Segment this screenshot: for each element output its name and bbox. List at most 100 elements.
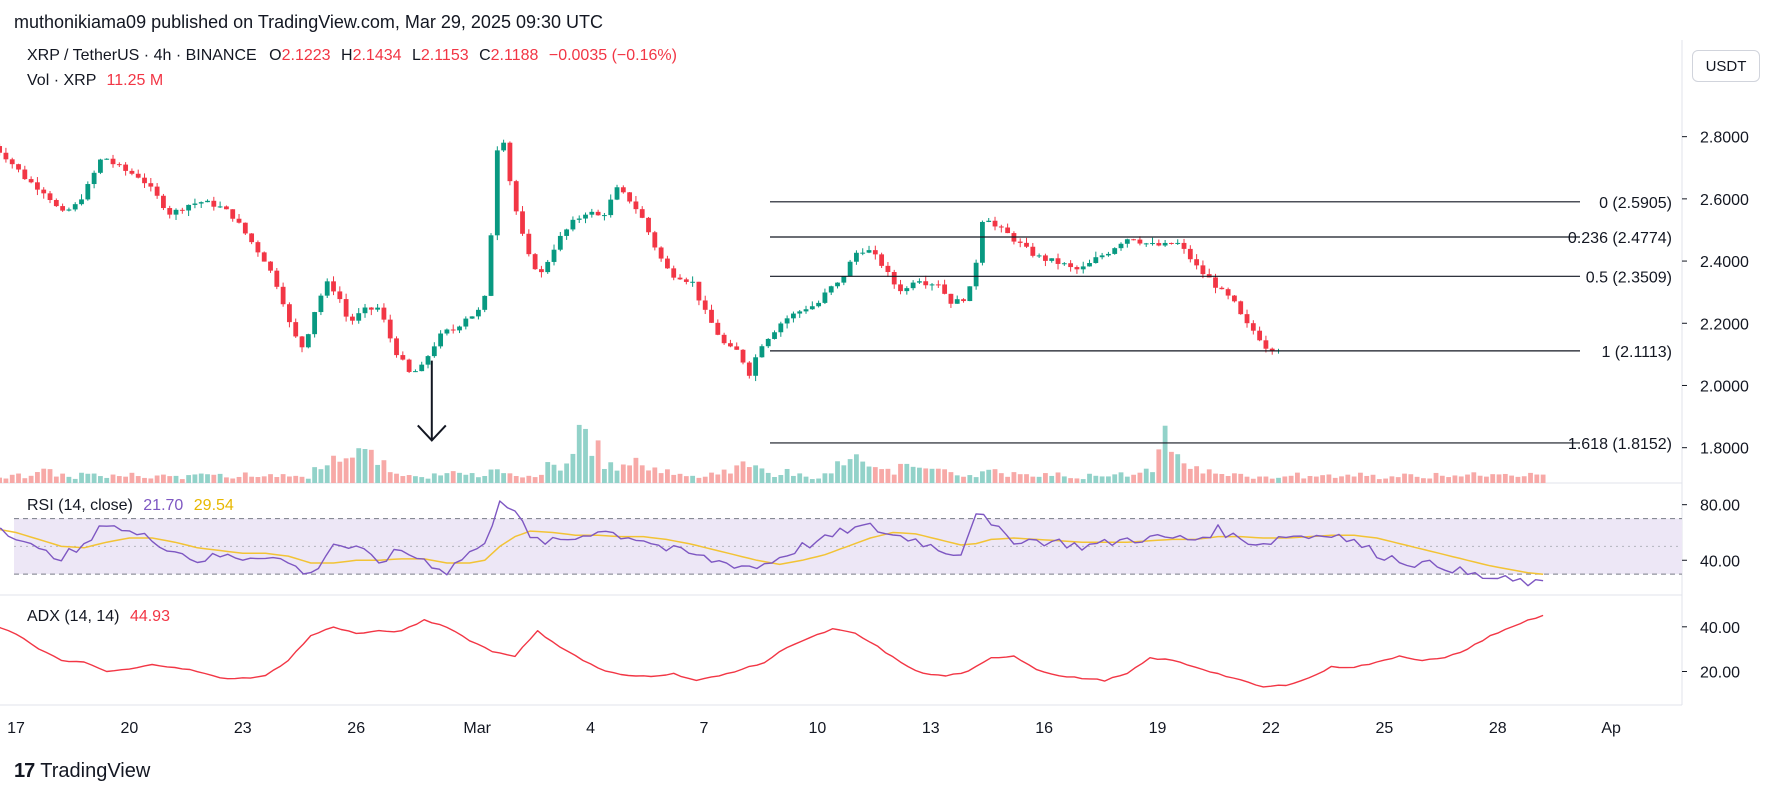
volume-bar	[1339, 476, 1344, 483]
candle-body	[198, 202, 204, 204]
candle-body	[1250, 323, 1256, 331]
candle-body	[293, 322, 299, 337]
volume-bar	[1383, 478, 1389, 483]
candle-body	[116, 164, 122, 166]
candle-body	[16, 164, 21, 170]
candle-body	[728, 343, 733, 347]
candle-body	[721, 334, 727, 344]
volume-bar	[910, 466, 916, 483]
volume-bar	[116, 476, 122, 483]
volume-bar	[1465, 474, 1470, 483]
volume-bar	[1540, 474, 1546, 483]
volume-bar	[1282, 476, 1288, 483]
volume-bar	[1005, 476, 1011, 483]
volume-bar	[142, 477, 147, 483]
volume-bar	[1200, 473, 1206, 483]
candle-body	[249, 233, 255, 243]
volume-bar	[1112, 474, 1118, 483]
volume-bar	[324, 465, 330, 483]
volume-bar	[312, 467, 318, 483]
volume-bar	[230, 478, 236, 483]
adx-axis-label: 20.00	[1700, 664, 1740, 681]
volume-bar	[1106, 476, 1111, 483]
candle-body	[1061, 263, 1067, 265]
volume-bar	[765, 472, 771, 483]
time-axis-label: 4	[586, 720, 595, 737]
candle-body	[677, 277, 683, 280]
volume-bar	[589, 455, 595, 483]
candle-body	[1005, 227, 1011, 234]
volume-bar	[961, 476, 966, 483]
rsi-label[interactable]: RSI (14, close)	[27, 497, 133, 514]
volume-bar	[1301, 478, 1307, 483]
symbol-name[interactable]: XRP / TetherUS · 4h · BINANCE	[27, 47, 257, 64]
candle-body	[1238, 301, 1244, 315]
candle-body	[923, 281, 929, 286]
volume-bar	[205, 474, 210, 483]
volume-bar	[526, 475, 532, 483]
candle-body	[154, 186, 160, 196]
volume-bar	[1024, 474, 1029, 483]
tradingview-logo[interactable]: 17 TradingView	[14, 760, 150, 783]
volume-bar	[9, 474, 15, 483]
volume-bar	[211, 474, 217, 483]
volume-bar	[602, 468, 607, 483]
volume-bar	[866, 466, 872, 483]
candle-body	[595, 211, 601, 216]
candle-body	[740, 349, 746, 363]
volume-bar	[110, 474, 116, 483]
volume-bar	[677, 473, 683, 483]
candle-body	[236, 218, 242, 223]
volume-bar	[1017, 474, 1023, 483]
candle-body	[28, 179, 34, 183]
candle-body	[973, 262, 979, 287]
volume-bar	[337, 461, 343, 483]
volume-bar	[343, 458, 349, 483]
volume-bar	[394, 473, 399, 483]
candle-body	[1213, 277, 1218, 288]
adx-value: 44.93	[129, 608, 170, 625]
volume-bar	[778, 475, 784, 483]
target-arrow-head	[417, 424, 447, 442]
candle-body	[841, 276, 847, 283]
tradingview-brand: TradingView	[40, 760, 151, 782]
volume-bar	[1452, 475, 1458, 483]
volume-bar	[513, 476, 519, 483]
candle-body	[715, 322, 721, 335]
volume-bar	[1257, 476, 1263, 483]
volume-bar	[387, 472, 393, 483]
candle-body	[1137, 239, 1143, 244]
candle-body	[79, 199, 84, 205]
time-axis-label: 28	[1489, 720, 1507, 737]
trading-chart[interactable]: 2.8000 2.6000 2.4000 2.2000 2.0000 1.8000 17 20…	[0, 40, 1781, 755]
volume-bar	[1370, 474, 1376, 483]
volume-bar	[696, 477, 702, 483]
candle-body	[797, 311, 803, 314]
candle-body	[1124, 239, 1130, 244]
close-value: 2.1188	[490, 47, 539, 64]
volume-bar	[16, 473, 21, 483]
volume-bar	[179, 479, 185, 483]
adx-label[interactable]: ADX (14, 14)	[27, 608, 120, 625]
volume-bar	[41, 468, 47, 483]
volume-bar	[1332, 477, 1338, 483]
candle-body	[450, 329, 456, 331]
candle-body	[803, 309, 809, 312]
candle-body	[772, 332, 777, 339]
volume-bar	[860, 461, 866, 483]
candle-body	[1099, 255, 1105, 258]
volume-bar	[728, 473, 733, 483]
volume-label[interactable]: Vol · XRP	[27, 72, 97, 89]
candle-body	[242, 222, 248, 234]
currency-unit-button[interactable]: USDT	[1692, 50, 1760, 82]
candle-body	[1055, 258, 1061, 264]
close-label: C	[479, 47, 491, 64]
volume-bar	[891, 474, 897, 483]
volume-bar	[444, 473, 450, 483]
candle-body	[406, 359, 412, 372]
candle-body	[312, 312, 318, 335]
volume-bar	[1528, 472, 1533, 483]
candle-body	[268, 261, 273, 271]
volume-bar	[167, 476, 173, 483]
candle-body	[665, 258, 670, 269]
